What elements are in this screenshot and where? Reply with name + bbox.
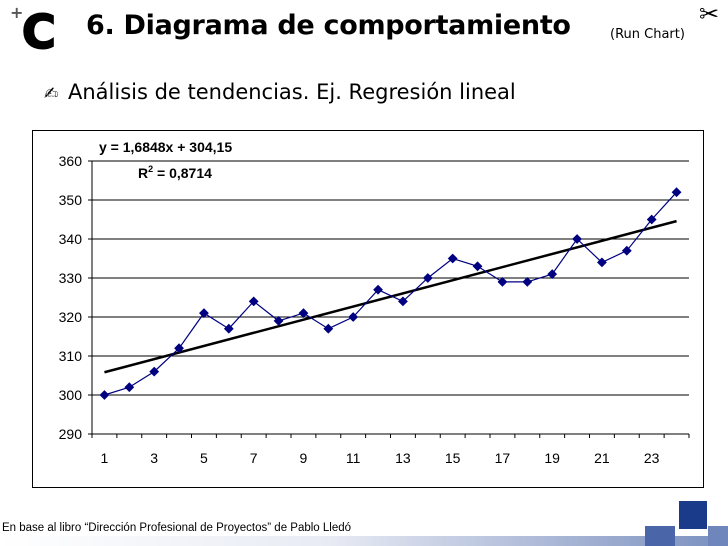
scissors-icon: ✂ (699, 0, 720, 28)
logo-letter: C (22, 5, 56, 54)
x-tick-label-17: 17 (495, 450, 511, 466)
data-point-24 (671, 187, 682, 198)
data-point-11 (348, 312, 359, 322)
y-tick-label-310: 310 (59, 348, 83, 364)
footer-gradient-bar (0, 536, 728, 546)
x-tick-label-7: 7 (250, 450, 258, 466)
data-point-6 (223, 323, 234, 334)
data-point-20 (572, 234, 582, 244)
y-tick-label-320: 320 (59, 309, 83, 325)
data-point-23 (646, 214, 657, 225)
r-squared-label: R2 = 0,8714 (138, 164, 212, 181)
chart-frame: 290 300 310 320 330 340 350 360 1 3 5 7 9 11 13 15 17 19 2… (32, 130, 704, 488)
x-tick-label-5: 5 (200, 450, 208, 466)
footer-credit: En base al libro “Dirección Profesional … (2, 522, 352, 534)
data-point-21 (597, 257, 607, 268)
logo-c-icon: + C (10, 4, 57, 54)
data-point-15 (447, 253, 458, 264)
data-point-3 (149, 366, 160, 377)
x-tick-label-3: 3 (150, 450, 158, 466)
r-squared-exponent: 2 (148, 164, 153, 174)
y-tick-label-340: 340 (59, 231, 83, 247)
logo-plus: + (10, 4, 23, 22)
subtitle-text: Análisis de tendencias. Ej. Regresión li… (68, 80, 516, 104)
data-point-13 (398, 296, 408, 307)
decorative-squares (645, 499, 728, 546)
y-tick-label-330: 330 (59, 270, 83, 286)
pencil-bullet-icon: ✍ (44, 84, 59, 104)
data-point-18 (522, 276, 533, 287)
x-tick-label-9: 9 (300, 450, 308, 466)
x-tick-label-21: 21 (594, 450, 610, 466)
data-point-5 (199, 308, 209, 319)
x-tick-label-11: 11 (346, 450, 361, 466)
x-tick-label-19: 19 (544, 450, 560, 466)
data-point-16 (472, 261, 483, 272)
series-line (104, 191, 678, 396)
page-title-suffix: (Run Chart) (610, 27, 685, 42)
data-point-17 (497, 276, 508, 287)
x-tick-label-1: 1 (101, 450, 109, 466)
data-point-19 (547, 269, 558, 280)
data-point-14 (422, 273, 433, 283)
data-point-12 (373, 284, 383, 295)
data-point-7 (248, 296, 259, 307)
x-tick-label-23: 23 (644, 450, 660, 466)
data-point-22 (621, 245, 632, 256)
data-point-8 (273, 315, 284, 326)
r-squared-value: = 0,8714 (153, 165, 212, 181)
data-point-9 (298, 308, 309, 319)
data-point-4 (174, 343, 184, 354)
y-tick-label-290: 290 (59, 426, 83, 442)
r-squared-base: R (138, 165, 148, 181)
trendline (104, 219, 677, 374)
y-tick-label-300: 300 (59, 387, 83, 403)
y-tick-label-350: 350 (59, 192, 83, 208)
page-title: 6. Diagrama de comportamiento (86, 10, 571, 41)
data-point-10 (323, 323, 334, 334)
data-point-2 (124, 382, 135, 393)
y-tick-label-360: 360 (59, 153, 83, 169)
x-tick-label-15: 15 (445, 450, 461, 466)
x-tick-label-13: 13 (395, 450, 411, 466)
trendline-equation-label: y = 1,6848x + 304,15 (99, 139, 232, 155)
data-point-1 (99, 390, 110, 400)
